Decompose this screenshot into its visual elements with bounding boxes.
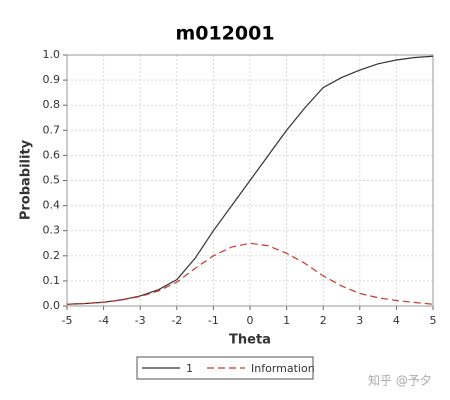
x-tick-label: -2 — [171, 314, 182, 327]
y-tick-label: 0.1 — [43, 274, 61, 287]
x-tick-label: -4 — [98, 314, 109, 327]
y-tick-label: 0.6 — [43, 148, 61, 161]
plot-frame — [66, 54, 434, 307]
y-tick-label: 0.8 — [43, 98, 61, 111]
y-tick-label: 0.2 — [43, 249, 61, 262]
x-tick-label: -1 — [208, 314, 219, 327]
x-tick-label: 3 — [356, 314, 363, 327]
x-tick-label: -3 — [135, 314, 146, 327]
chart-title: m012001 — [175, 23, 274, 45]
x-tick-label: 1 — [283, 314, 290, 327]
y-tick-label: 0.4 — [43, 199, 61, 212]
x-axis-label: Theta — [229, 333, 271, 348]
y-tick-label: 0.0 — [43, 299, 61, 312]
legend-label: Information — [251, 362, 315, 375]
y-tick-label: 0.7 — [43, 123, 61, 136]
x-tick-label: 0 — [247, 314, 254, 327]
x-tick-label: 5 — [430, 314, 437, 327]
series-line — [66, 242, 434, 305]
y-tick-label: 0.5 — [43, 174, 61, 187]
x-tick-label: 4 — [393, 314, 400, 327]
x-tick-label: -5 — [62, 314, 73, 327]
y-tick-label: 0.3 — [43, 224, 61, 237]
y-tick-label: 0.9 — [43, 73, 61, 86]
watermark: 知乎 @予夕 — [368, 374, 432, 388]
x-tick-label: 2 — [320, 314, 327, 327]
y-tick-label: 1.0 — [43, 48, 61, 61]
y-axis-label: Probability — [19, 139, 34, 220]
legend-label: 1 — [186, 362, 193, 375]
